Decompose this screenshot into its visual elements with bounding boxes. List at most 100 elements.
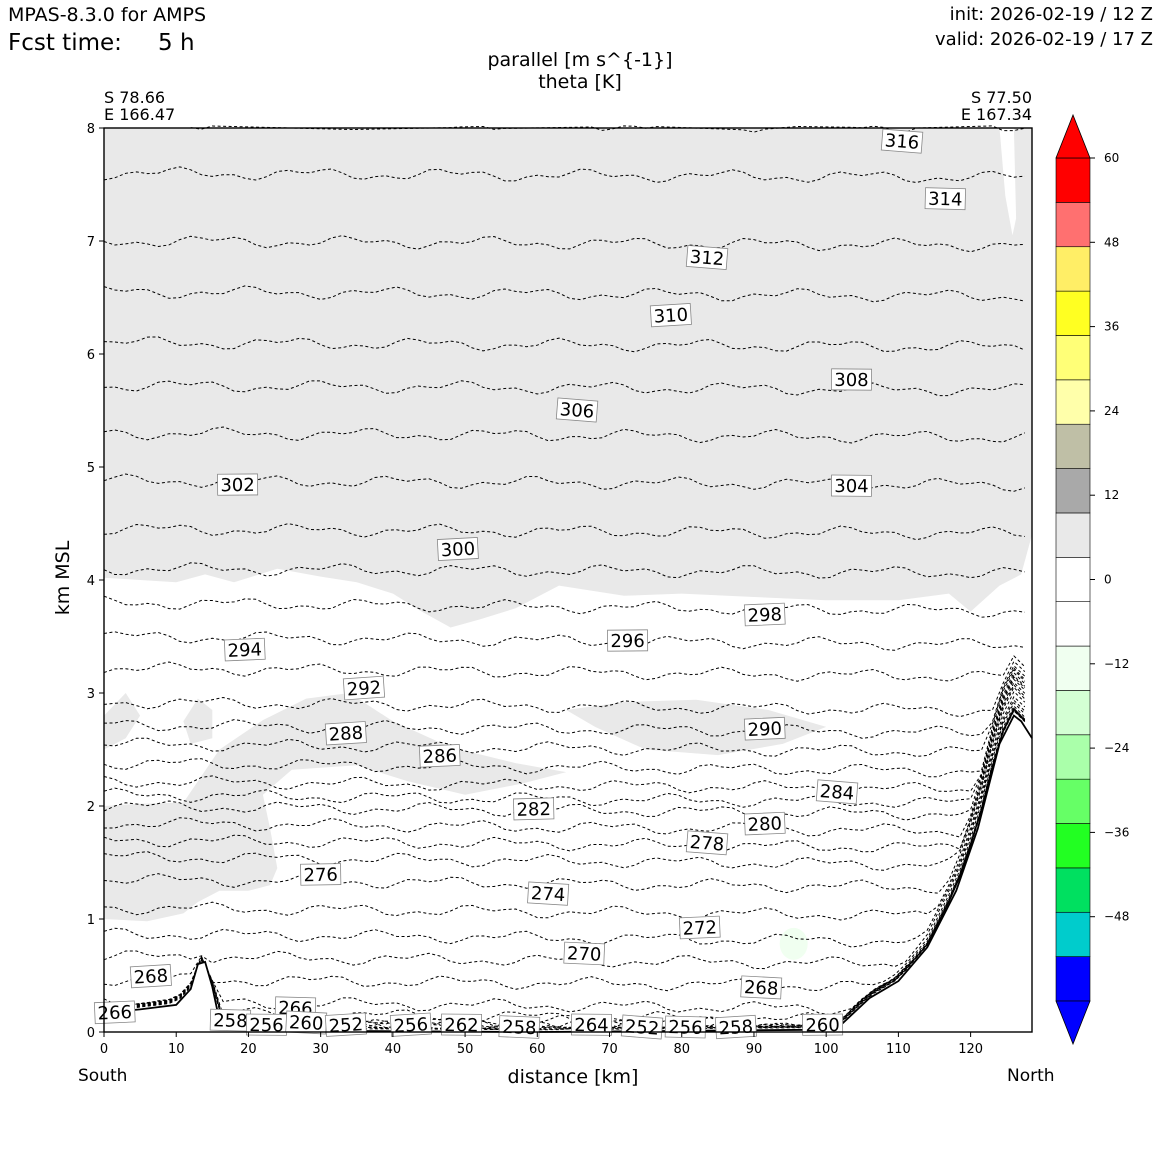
theta-label-box — [802, 1013, 844, 1036]
theta-label-box — [300, 863, 342, 886]
theta-label-text: 260 — [288, 1012, 323, 1035]
theta-contour — [103, 707, 1026, 1026]
theta-label: 288 — [324, 721, 367, 746]
colorbar-extend-min — [1055, 1000, 1091, 1046]
theta-label: 304 — [831, 474, 872, 497]
theta-label-text: 280 — [747, 813, 782, 835]
theta-label-text: 292 — [346, 677, 382, 700]
theta-contour — [103, 705, 1026, 1016]
theta-label-box — [714, 1014, 757, 1040]
chart-title-theta: theta [K] — [538, 71, 622, 93]
theta-label: 294 — [223, 637, 266, 662]
right-endpoint-coords: S 77.50 E 167.34 — [961, 89, 1032, 123]
theta-label-text: 298 — [747, 604, 782, 626]
south-label: South — [78, 1066, 128, 1086]
theta-label: 252 — [620, 1014, 664, 1040]
theta-label-text: 256 — [668, 1017, 703, 1039]
x-tick-label: 90 — [746, 1042, 763, 1057]
theta-label-text: 304 — [834, 476, 869, 497]
theta-contour — [103, 681, 1026, 853]
colorbar-segment — [1055, 601, 1091, 647]
theta-contour — [103, 595, 1025, 618]
theta-label: 292 — [342, 675, 386, 701]
theta-label-text: 268 — [133, 966, 169, 989]
theta-label-box — [441, 1013, 482, 1036]
colorbar-tick-label: −24 — [1104, 741, 1129, 755]
theta-label-text: 294 — [227, 639, 262, 661]
left-lon: E 166.47 — [104, 105, 176, 124]
theta-label: 262 — [441, 1013, 482, 1036]
north-label: North — [1007, 1066, 1055, 1086]
theta-label: 316 — [880, 128, 924, 154]
colorbar-segment — [1055, 423, 1091, 469]
x-tick-label: 20 — [240, 1042, 257, 1057]
theta-label-text: 258 — [213, 1010, 248, 1032]
colorbar-segment — [1055, 202, 1091, 248]
theta-label-text: 296 — [610, 631, 645, 652]
y-tick-label: 0 — [87, 1026, 95, 1041]
theta-label: 280 — [743, 811, 786, 836]
theta-label-text: 272 — [682, 917, 717, 939]
colorbar-tick-label: −36 — [1104, 825, 1129, 839]
theta-label-box — [342, 675, 386, 701]
theta-label: 296 — [607, 629, 649, 652]
colorbar-tick-label: 12 — [1104, 488, 1119, 502]
shade-upper-region — [104, 128, 1032, 628]
x-tick-label: 60 — [529, 1042, 546, 1057]
theta-label: 290 — [743, 716, 786, 741]
theta-label: 306 — [555, 397, 599, 423]
theta-label-text: 258 — [502, 1017, 537, 1039]
x-tick-label: 50 — [457, 1042, 474, 1057]
theta-label: 286 — [418, 744, 461, 768]
theta-label-text: 290 — [747, 718, 782, 740]
colorbar-segment — [1055, 690, 1091, 736]
model-title: MPAS-8.3.0 for AMPS — [8, 4, 207, 26]
x-tick-label: 40 — [385, 1042, 402, 1057]
theta-label-text: 264 — [574, 1015, 609, 1036]
theta-label: 300 — [436, 537, 479, 561]
x-tick-label: 100 — [814, 1042, 839, 1057]
theta-label: 312 — [685, 245, 729, 270]
y-tick-label: 7 — [87, 235, 95, 250]
theta-label: 308 — [831, 368, 872, 391]
theta-label: 266 — [93, 1000, 136, 1025]
colorbar-segment — [1055, 335, 1091, 381]
x-axis-label: distance [km] — [508, 1066, 639, 1088]
theta-label-box — [620, 1014, 664, 1040]
theta-label-text: 278 — [689, 832, 725, 856]
x-tick-label: 70 — [601, 1042, 618, 1057]
theta-label: 260 — [285, 1010, 328, 1035]
theta-contour — [103, 674, 1026, 808]
y-tick-label: 1 — [87, 913, 95, 928]
colorbar-segment — [1055, 512, 1091, 558]
shade-right-blob — [566, 699, 827, 756]
theta-label-box — [880, 128, 924, 154]
theta-label-text: 282 — [516, 799, 551, 821]
theta-label-box — [217, 473, 259, 496]
colorbar-segment — [1055, 157, 1091, 203]
theta-label: 270 — [563, 941, 606, 966]
init-time: init: 2026-02-19 / 12 Z — [949, 4, 1153, 25]
colorbar-segment — [1055, 645, 1091, 691]
theta-label-box — [831, 368, 872, 391]
right-lon: E 167.34 — [960, 105, 1032, 124]
colorbar-segment — [1055, 956, 1091, 1002]
theta-label-box — [324, 1012, 367, 1037]
theta-label-box — [678, 915, 721, 940]
theta-label-box — [740, 975, 783, 1000]
theta-label: 278 — [685, 830, 729, 856]
colorbar-tick-label: 36 — [1104, 320, 1119, 334]
colorbar-segment — [1055, 557, 1091, 602]
theta-label-box — [389, 1012, 432, 1037]
colorbar-extend-max — [1055, 113, 1091, 159]
theta-label: 276 — [300, 863, 342, 886]
y-tick-label: 6 — [87, 348, 95, 363]
theta-label-text: 284 — [819, 781, 855, 805]
theta-label-box — [436, 537, 479, 561]
theta-contour — [103, 426, 1026, 444]
theta-label: 256 — [664, 1015, 707, 1039]
theta-label-text: 256 — [249, 1015, 284, 1036]
theta-contour — [103, 676, 1026, 821]
theta-label: 310 — [649, 302, 692, 328]
